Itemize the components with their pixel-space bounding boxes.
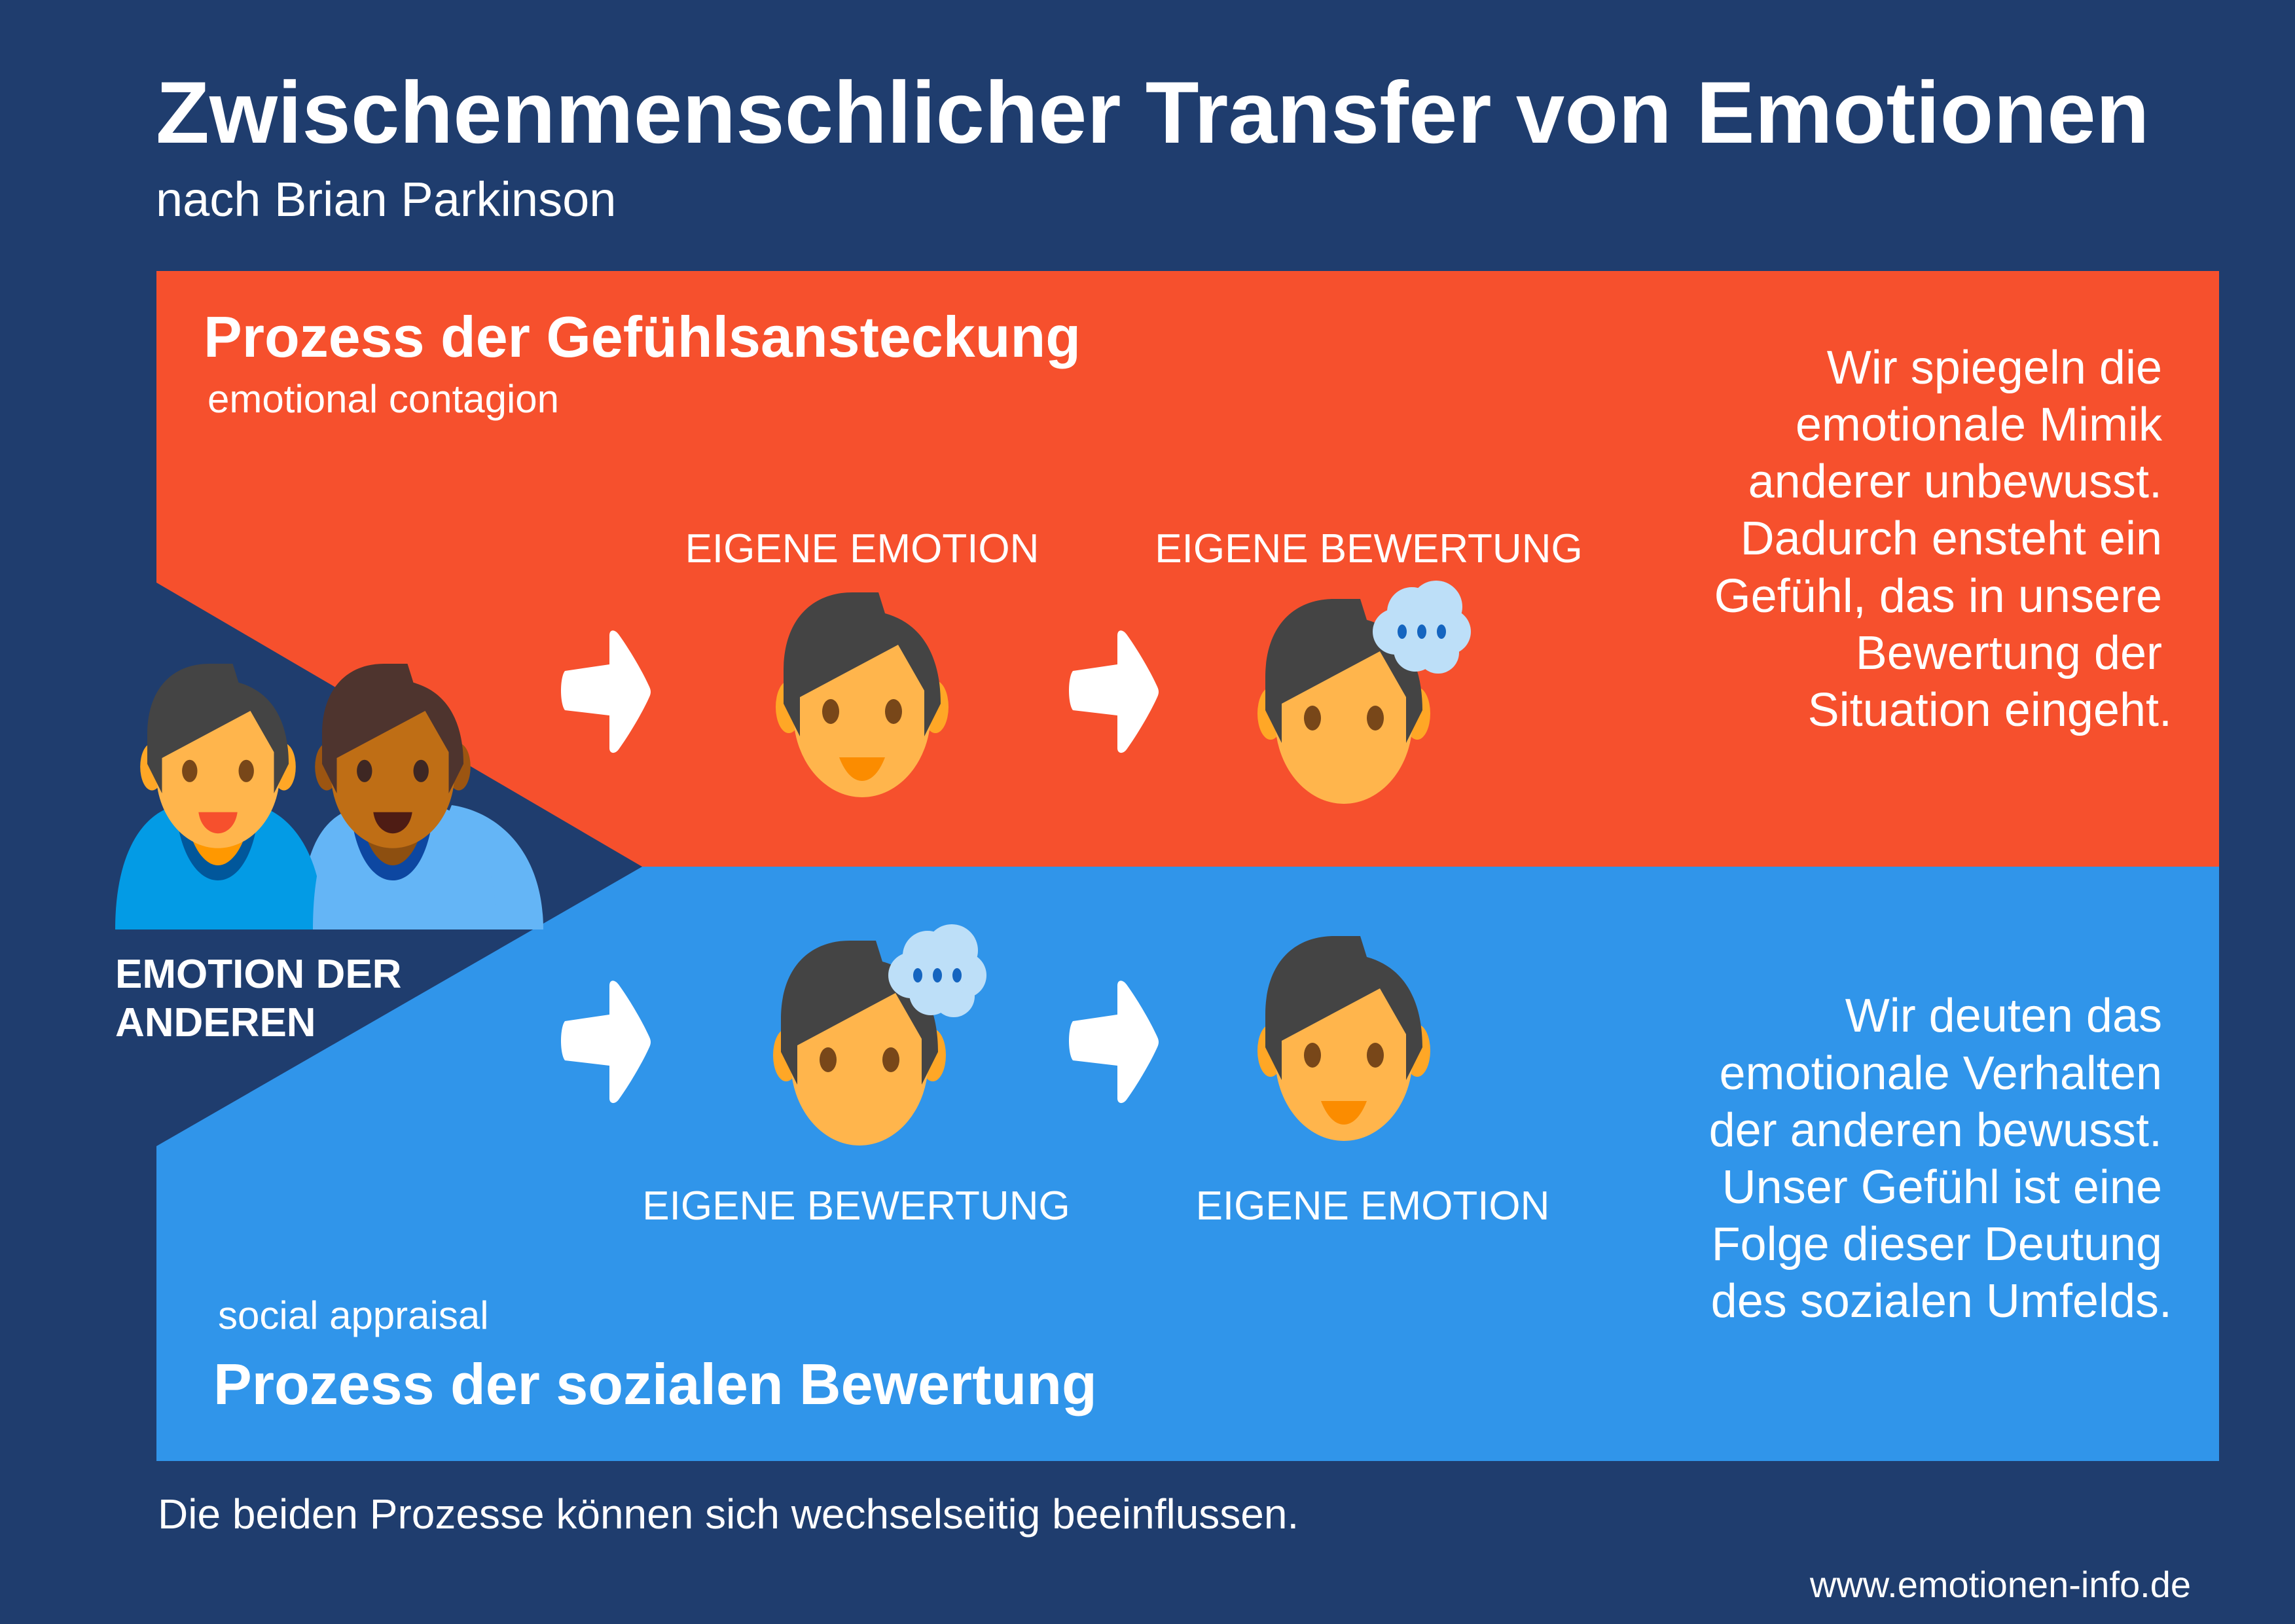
description-line: Folge dieser Deutung — [1712, 1218, 2162, 1271]
description-line: Wir deuten das — [1845, 990, 2162, 1042]
description-line: der anderen bewusst. — [1709, 1104, 2162, 1157]
person-dark-icon — [313, 664, 496, 929]
contagion-panel — [156, 271, 2219, 867]
description-line: Bewertung der — [1856, 627, 2162, 679]
contagion-step2-label: EIGENE BEWERTUNG — [1155, 526, 1582, 571]
contagion-step1-label: EIGENE EMOTION — [685, 526, 1039, 571]
footer-note: Die beiden Prozesse können sich wechsels… — [158, 1490, 1299, 1538]
description-line: Dadurch ensteht ein — [1741, 513, 2162, 565]
contagion-subtitle: emotional contagion — [208, 377, 559, 421]
appraisal-panel — [156, 867, 2219, 1461]
page-subtitle: nach Brian Parkinson — [156, 172, 616, 226]
website-url[interactable]: www.emotionen-info.de — [1809, 1564, 2191, 1605]
appraisal-title: Prozess der sozialen Bewertung — [213, 1352, 1097, 1416]
description-line: Wir spiegeln die — [1827, 342, 2162, 394]
appraisal-step2-label: EIGENE EMOTION — [1196, 1183, 1550, 1229]
appraisal-step1-label: EIGENE BEWERTUNG — [642, 1183, 1070, 1229]
description-line: des sozialen Umfelds. — [1711, 1275, 2172, 1327]
others-label-line1: EMOTION DER — [115, 952, 401, 997]
description-line: Unser Gefühl ist eine — [1722, 1161, 2162, 1214]
description-line: Situation eingeht. — [1808, 684, 2172, 736]
appraisal-description: Wir deuten das emotionale Verhalten der … — [1709, 990, 2172, 1327]
contagion-title: Prozess der Gefühlsansteckung — [204, 304, 1081, 369]
contagion-description: Wir spiegeln die emotionale Mimik andere… — [1714, 342, 2172, 736]
description-line: emotionale Verhalten — [1720, 1047, 2162, 1100]
appraisal-subtitle: social appraisal — [218, 1293, 489, 1337]
description-line: anderer unbewusst. — [1748, 456, 2162, 508]
others-label-line2: ANDEREN — [115, 1000, 316, 1045]
two-people-icon — [115, 664, 543, 929]
description-line: emotionale Mimik — [1796, 399, 2163, 451]
description-line: Gefühl, das in unsere — [1714, 570, 2162, 623]
page-title: Zwischenmenschlicher Transfer von Emotio… — [156, 64, 2150, 162]
